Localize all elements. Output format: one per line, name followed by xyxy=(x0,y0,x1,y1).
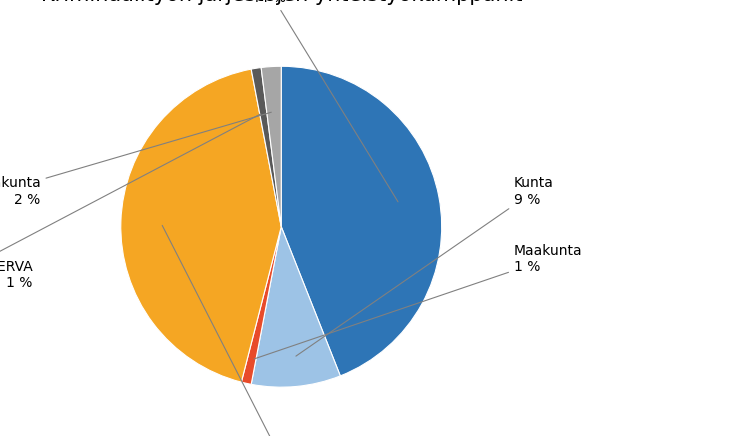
Wedge shape xyxy=(281,66,442,376)
Text: Järjestö
44 %: Järjestö 44 % xyxy=(242,0,398,202)
Wedge shape xyxy=(242,227,281,384)
Wedge shape xyxy=(251,68,281,227)
Text: Kunta
9 %: Kunta 9 % xyxy=(296,176,554,356)
Wedge shape xyxy=(261,66,281,227)
Text: Seurakunta
2 %: Seurakunta 2 % xyxy=(0,112,272,207)
Wedge shape xyxy=(251,227,340,387)
Title: Kriminaalityön järjestöjen yhteistyökumppanit: Kriminaalityön järjestöjen yhteistyökump… xyxy=(40,0,522,5)
Text: Sairaanhoitopiiri/ERVA
1 %: Sairaanhoitopiiri/ERVA 1 % xyxy=(0,114,261,290)
Wedge shape xyxy=(121,69,281,382)
Text: Muu
43 %: Muu 43 % xyxy=(162,225,307,436)
Text: Maakunta
1 %: Maakunta 1 % xyxy=(254,244,583,359)
